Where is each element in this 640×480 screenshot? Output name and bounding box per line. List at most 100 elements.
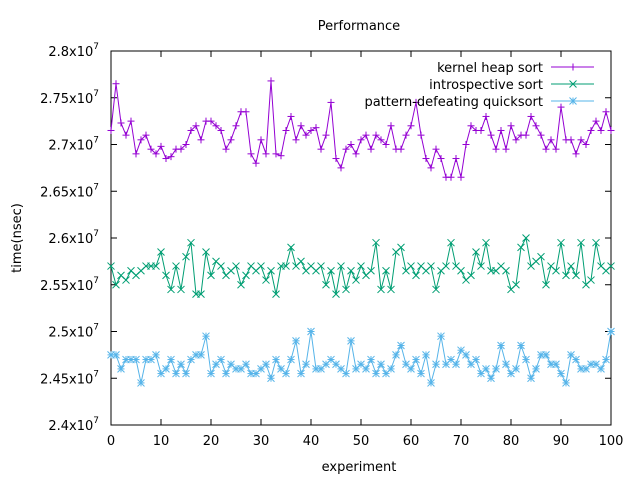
data-point (152, 262, 160, 270)
data-point (482, 112, 490, 120)
data-point (567, 136, 575, 144)
data-point (452, 360, 460, 369)
data-point (307, 126, 315, 134)
data-point (447, 173, 455, 181)
data-point (522, 355, 530, 364)
data-point (167, 153, 175, 161)
data-point (262, 150, 270, 158)
data-point (257, 262, 265, 270)
data-point (452, 155, 460, 163)
data-point (497, 341, 505, 350)
data-point (362, 365, 370, 373)
data-point (477, 126, 485, 134)
data-point (117, 365, 125, 373)
data-point (462, 351, 470, 359)
data-point (332, 155, 340, 163)
data-point (342, 369, 350, 378)
x-tick-label: 10 (153, 434, 170, 449)
data-point (157, 248, 165, 256)
data-point (277, 152, 285, 160)
data-point (177, 360, 185, 369)
x-axis-ticks: 0 10 20 30 40 50 60 70 80 90 100 (107, 51, 624, 449)
data-point (412, 271, 420, 280)
y-tick-label: 2.75x107 (40, 89, 99, 107)
y-tick-label: 2.45x107 (40, 369, 99, 387)
data-point (562, 379, 570, 387)
data-point (352, 150, 360, 158)
data-point (367, 145, 375, 153)
data-point (342, 145, 350, 153)
data-point (427, 164, 435, 172)
data-point (127, 117, 135, 125)
data-point (287, 355, 295, 364)
data-point (357, 136, 365, 144)
data-point (552, 145, 560, 153)
data-point (572, 150, 580, 158)
y-axis-ticks: 2.4x107 2.45x107 2.5x107 2.55x107 2.6x107 2.6… (40, 42, 611, 434)
y-tick-label: 2.65x107 (40, 182, 99, 200)
data-point (177, 145, 185, 153)
data-point (457, 173, 465, 181)
data-point (407, 122, 415, 130)
x-tick-label: 50 (353, 434, 370, 449)
data-point (312, 124, 320, 132)
data-point (217, 355, 225, 364)
data-point (187, 126, 195, 134)
data-point (157, 142, 165, 150)
data-point (247, 150, 255, 158)
data-point (569, 97, 577, 105)
data-point (592, 117, 600, 125)
data-point (162, 271, 170, 280)
data-point (597, 126, 605, 134)
legend-entry: introspective sort (429, 78, 594, 93)
data-point (562, 271, 570, 280)
data-point (572, 355, 580, 364)
legend-entry: pattern-defeating quicksort (364, 95, 594, 110)
series-kernel-heap-sort (107, 77, 615, 181)
data-point (112, 80, 120, 88)
data-point (262, 276, 270, 284)
data-point (432, 145, 440, 153)
data-point (482, 365, 490, 373)
x-tick-label: 60 (403, 434, 420, 449)
data-point (497, 126, 505, 134)
data-point (327, 266, 335, 275)
data-point (587, 276, 595, 284)
data-point (407, 262, 415, 270)
data-point (172, 262, 180, 270)
data-point (517, 341, 525, 350)
data-point (257, 136, 265, 144)
data-point (252, 159, 260, 167)
data-point (282, 126, 290, 134)
legend-label: pattern-defeating quicksort (364, 95, 543, 110)
data-point (527, 374, 535, 383)
data-point (107, 126, 115, 134)
data-point (522, 234, 530, 242)
data-point (512, 365, 520, 373)
data-point (437, 155, 445, 163)
data-point (167, 355, 175, 364)
data-point (512, 136, 520, 144)
x-tick-label: 0 (107, 434, 115, 449)
data-point (607, 262, 615, 270)
data-point (467, 122, 475, 130)
data-point (112, 280, 120, 289)
data-point (332, 290, 340, 298)
data-point (287, 112, 295, 120)
data-point (342, 285, 350, 294)
data-point (542, 280, 550, 289)
data-point (302, 360, 310, 369)
data-point (122, 131, 130, 139)
data-point (597, 365, 605, 373)
legend-label: kernel heap sort (437, 61, 543, 76)
data-point (242, 360, 250, 369)
data-point (307, 327, 315, 336)
data-point (352, 276, 360, 284)
x-tick-label: 100 (599, 434, 624, 449)
data-point (547, 136, 555, 144)
data-point (197, 136, 205, 144)
data-point (577, 238, 585, 247)
data-point (407, 365, 415, 373)
data-point (212, 122, 220, 130)
